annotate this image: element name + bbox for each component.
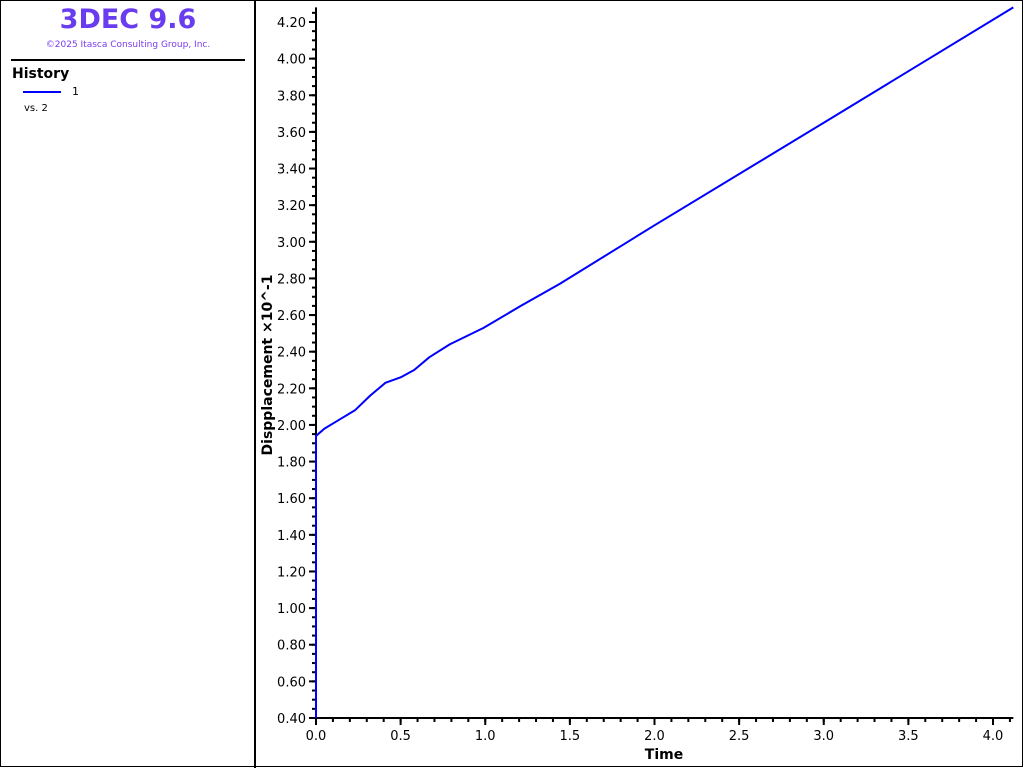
x-tick-label: 0.0: [306, 729, 327, 744]
y-tick-label: 3.40: [277, 163, 306, 178]
y-tick-label: 1.00: [277, 602, 306, 617]
y-tick-label: 0.40: [277, 712, 306, 727]
y-axis-title: Dispplacement ×10^-1: [260, 275, 276, 456]
y-tick-label: 4.20: [277, 16, 306, 31]
y-tick-label: 2.20: [277, 382, 306, 397]
x-tick-label: 2.5: [729, 729, 750, 744]
y-tick-label: 0.80: [277, 639, 306, 654]
series-line-1: [315, 6, 1014, 718]
y-tick-label: 3.00: [277, 236, 306, 251]
legend-heading: History: [12, 66, 70, 82]
legend-panel: 3DEC 9.6 ©2025 Itasca Consulting Group, …: [0, 0, 256, 768]
x-tick-label: 2.0: [644, 729, 665, 744]
y-tick-label: 2.60: [277, 309, 306, 324]
y-tick-label: 2.80: [277, 272, 306, 287]
y-tick-label: 2.00: [277, 419, 306, 434]
y-tick-label: 3.60: [277, 126, 306, 141]
y-tick-label: 3.80: [277, 89, 306, 104]
legend-series-label: 1: [72, 85, 79, 98]
y-tick-label: 0.60: [277, 675, 306, 690]
y-tick-label: 1.60: [277, 492, 306, 507]
app-title: 3DEC 9.6: [59, 4, 197, 35]
x-tick-label: 3.0: [813, 729, 834, 744]
x-tick-label: 3.5: [898, 729, 919, 744]
y-tick-label: 4.00: [277, 53, 306, 68]
x-axis-title: Time: [645, 747, 683, 763]
legend-series-swatch: [23, 91, 61, 93]
y-tick-label: 3.20: [277, 199, 306, 214]
copyright: ©2025 Itasca Consulting Group, Inc.: [45, 40, 211, 50]
divider: [11, 59, 245, 61]
x-tick-label: 1.0: [475, 729, 496, 744]
y-tick-label: 1.40: [277, 529, 306, 544]
x-tick-label: 1.5: [560, 729, 581, 744]
x-tick-label: 4.0: [983, 729, 1004, 744]
x-tick-label: 0.5: [390, 729, 411, 744]
y-tick-label: 2.40: [277, 346, 306, 361]
y-tick-label: 1.80: [277, 456, 306, 471]
legend-vs-label: vs. 2: [24, 103, 48, 114]
y-tick-label: 1.20: [277, 565, 306, 580]
